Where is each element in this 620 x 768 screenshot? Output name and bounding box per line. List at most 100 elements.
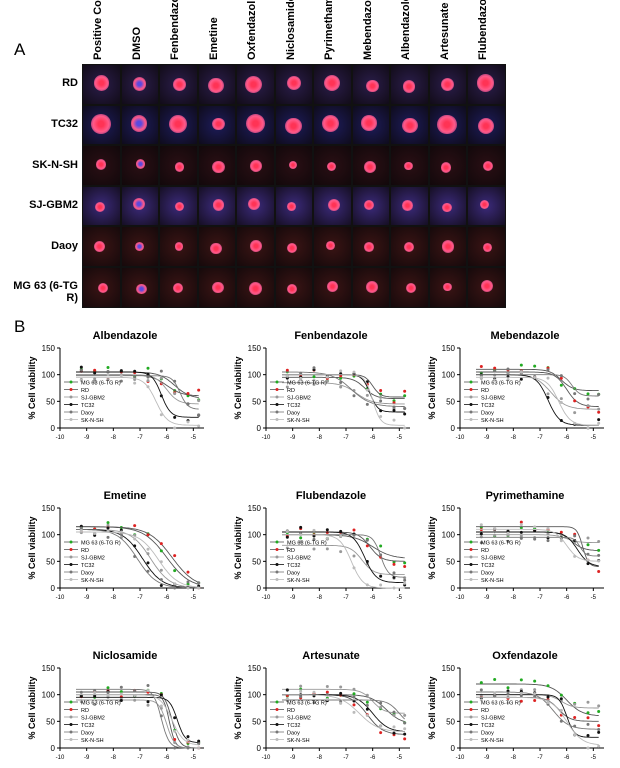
data-point [597,730,601,734]
data-point [533,375,537,379]
spheroid-image [237,105,274,145]
spheroid-image [429,227,466,266]
data-point [197,399,201,403]
data-point [197,581,201,585]
legend-label: SJ-GBM2 [481,716,505,722]
legend-label: TC32 [481,403,494,409]
data-point [79,378,83,382]
data-point [173,741,177,745]
data-point [285,535,289,539]
data-point [379,583,383,587]
spheroid-image [468,146,505,185]
data-point [325,536,329,540]
spheroid [97,282,109,294]
data-point [106,523,110,527]
legend-marker [275,388,279,391]
fit-curve [282,382,405,405]
data-point [159,693,163,697]
y-tick-label: 150 [442,344,456,353]
data-point [146,379,150,383]
spheroid-image [160,227,197,266]
data-point [519,363,523,367]
data-point [133,689,137,693]
legend-marker [69,555,73,559]
data-point [519,520,523,524]
data-point [159,549,163,553]
legend-marker [275,715,279,719]
y-tick-label: 50 [446,717,455,726]
spheroid [403,241,414,252]
data-point [479,698,483,702]
data-point [479,693,483,697]
data-point [312,382,316,386]
legend-label: Daoy [287,731,300,737]
chart-svg: 0 50 100 150 -10 -9 -8 -7 -6 -5 % Cell viability MG… [427,344,604,441]
fit-curve [476,526,599,567]
data-point [365,700,369,704]
chart-title: Niclosamide [92,650,158,662]
data-point [173,729,177,733]
dose-response-chart: Emetine 0 50 100 150 -10 -9 -8 -7 -6 -5 % Cell viab… [20,490,210,608]
spheroid [402,117,418,134]
data-point [403,713,407,717]
spheroid-image [198,227,235,266]
data-point [597,410,601,414]
data-point [312,690,316,694]
column-header-label: Artesunate [438,2,451,60]
data-point [597,392,601,396]
data-point [299,540,303,544]
spheroid [135,241,145,251]
legend-label: SJ-GBM2 [481,556,505,562]
legend-label: SK-N-SH [287,418,310,424]
spheroid-image [198,268,235,307]
data-point [159,568,163,572]
data-point [352,566,356,570]
legend-label: SK-N-SH [481,738,504,744]
spheroid-image [468,65,505,104]
fit-curve [476,374,599,397]
spheroid-image [83,65,120,104]
fit-curve [282,699,406,720]
fit-curve [76,688,199,749]
data-point [586,733,590,737]
data-point [352,533,356,537]
data-point [597,710,601,714]
spheroid [323,74,341,92]
data-point [546,368,550,372]
data-point [586,392,590,396]
y-axis-label: % Cell viability [427,356,437,419]
legend-marker [469,570,473,574]
data-point [285,546,289,550]
data-point [546,536,550,540]
data-point [546,392,550,396]
data-point [573,534,577,538]
data-point [79,365,83,369]
spheroid [168,115,187,134]
spheroid [174,202,184,212]
data-point [597,540,601,544]
data-point [352,394,356,398]
y-tick-label: 0 [451,424,456,433]
fit-curve [476,534,599,544]
y-tick-label: 50 [446,397,455,406]
data-point [133,369,137,373]
spheroid-image [121,227,158,266]
x-tick-label: -6 [164,435,170,441]
data-point [493,530,497,534]
data-point [285,697,289,701]
data-point [93,371,97,375]
data-point [506,529,510,533]
spheroid-image [314,186,351,226]
legend-label: SJ-GBM2 [287,716,311,722]
fit-curve [282,694,405,733]
data-point [586,700,590,704]
data-point [159,369,163,373]
data-point [546,532,550,536]
data-point [403,426,407,430]
y-tick-label: 100 [442,531,456,540]
spheroid-image [429,186,466,226]
data-point [93,703,97,707]
data-point [379,724,383,728]
data-point [573,724,577,728]
legend-marker [69,548,73,551]
